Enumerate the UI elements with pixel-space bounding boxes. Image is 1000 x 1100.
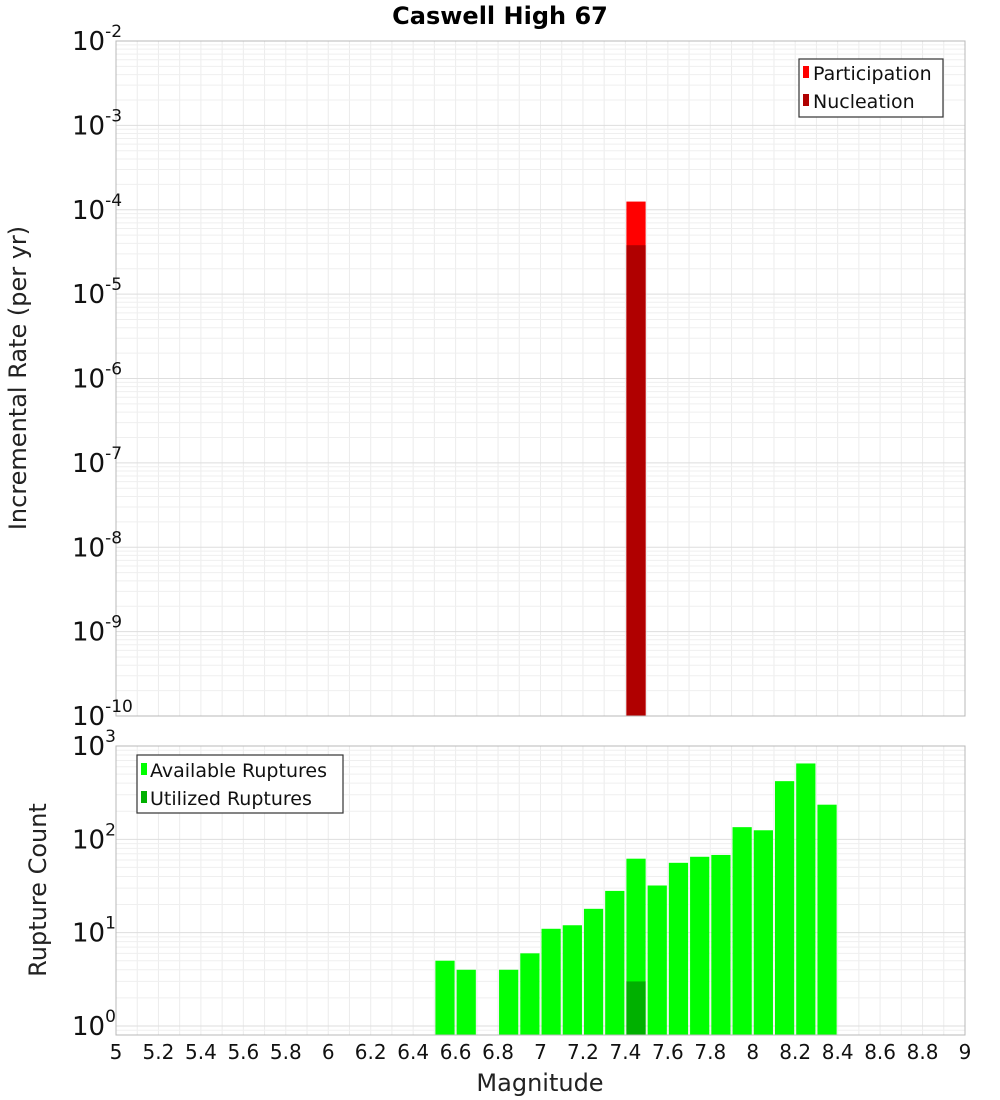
available-ruptures-bar bbox=[499, 969, 519, 1035]
x-tick-label: 6.6 bbox=[440, 1040, 472, 1064]
legend-swatch-available bbox=[141, 763, 147, 775]
x-tick-label: 9 bbox=[959, 1040, 972, 1064]
x-tick-label: 6 bbox=[322, 1040, 335, 1064]
available-ruptures-bar bbox=[753, 830, 773, 1035]
available-ruptures-bar bbox=[562, 925, 582, 1035]
available-ruptures-bar bbox=[774, 781, 795, 1035]
y-tick-label: 10-6 bbox=[72, 360, 122, 395]
x-tick-label: 7 bbox=[534, 1040, 547, 1064]
x-tick-label: 7.4 bbox=[609, 1040, 641, 1064]
count-legend-box bbox=[136, 754, 344, 814]
y-tick-label: 10-9 bbox=[72, 613, 122, 648]
available-ruptures-bar bbox=[583, 908, 604, 1035]
x-tick-label: 6.8 bbox=[482, 1040, 514, 1064]
rate-bars bbox=[626, 201, 646, 717]
rate-y-axis-label: Incremental Rate (per yr) bbox=[4, 226, 32, 530]
x-tick-label: 7.6 bbox=[652, 1040, 684, 1064]
x-tick-label: 8.4 bbox=[822, 1040, 854, 1064]
x-tick-label: 5.4 bbox=[185, 1040, 217, 1064]
available-ruptures-bar bbox=[435, 960, 455, 1035]
x-ticks: 5 5.2 5.4 5.6 5.8 6 6.2 6.4 6.6 6.8 7 7.2 7.4 7.6 7.8 8… bbox=[110, 1040, 972, 1064]
legend-swatch-utilized bbox=[141, 791, 147, 803]
available-ruptures-bar bbox=[520, 953, 540, 1035]
legend-label-utilized: Utilized Ruptures bbox=[150, 788, 312, 810]
x-tick-label: 5.2 bbox=[143, 1040, 175, 1064]
count-y-axis-label: Rupture Count bbox=[24, 803, 52, 977]
y-tick-label: 103 bbox=[72, 727, 116, 762]
y-tick-label: 102 bbox=[72, 820, 116, 855]
count-y-ticks: 103 102 101 100 bbox=[72, 727, 116, 1042]
available-ruptures-bar bbox=[668, 862, 689, 1035]
x-tick-label: 5 bbox=[110, 1040, 123, 1064]
rate-grid bbox=[115, 40, 966, 717]
x-tick-label: 6.4 bbox=[397, 1040, 429, 1064]
legend-label-available: Available Ruptures bbox=[150, 760, 327, 782]
y-tick-label: 101 bbox=[72, 914, 116, 949]
available-ruptures-bar bbox=[711, 854, 731, 1035]
count-plot-frame bbox=[115, 745, 966, 1036]
legend-swatch-nucleation bbox=[803, 94, 809, 106]
nucleation-bar bbox=[626, 245, 646, 717]
x-tick-label: 7.8 bbox=[694, 1040, 726, 1064]
x-tick-label: 8 bbox=[746, 1040, 759, 1064]
x-tick-label: 5.8 bbox=[270, 1040, 302, 1064]
chart-title: Caswell High 67 bbox=[392, 2, 608, 30]
x-tick-label: 8.6 bbox=[864, 1040, 896, 1064]
x-tick-label: 6.2 bbox=[355, 1040, 387, 1064]
available-ruptures-bar bbox=[456, 969, 476, 1035]
count-bars bbox=[435, 763, 837, 1035]
available-ruptures-bar bbox=[796, 763, 816, 1035]
x-tick-label: 7.2 bbox=[567, 1040, 599, 1064]
y-tick-label: 10-3 bbox=[72, 106, 122, 141]
available-ruptures-bar bbox=[732, 827, 752, 1035]
rate-y-ticks: 10-2 10-3 10-4 10-5 10-6 10-7 10-8 10-9 10-10 bbox=[72, 22, 133, 732]
rate-plot-frame bbox=[115, 40, 966, 717]
rate-legend: Participation Nucleation bbox=[798, 58, 944, 118]
legend-label-participation: Participation bbox=[813, 63, 932, 85]
count-legend: Available Ruptures Utilized Ruptures bbox=[136, 754, 344, 814]
utilized-ruptures-bar bbox=[626, 981, 646, 1035]
y-tick-label: 10-4 bbox=[72, 191, 122, 226]
rate-legend-box bbox=[798, 58, 944, 118]
x-tick-label: 8.8 bbox=[907, 1040, 939, 1064]
legend-label-nucleation: Nucleation bbox=[813, 91, 915, 113]
available-ruptures-bar bbox=[690, 856, 710, 1035]
y-tick-label: 10-7 bbox=[72, 444, 122, 479]
x-tick-label: 8.2 bbox=[779, 1040, 811, 1064]
y-tick-label: 10-8 bbox=[72, 528, 122, 563]
available-ruptures-bar bbox=[605, 890, 625, 1035]
available-ruptures-bar bbox=[541, 928, 561, 1035]
y-tick-label: 10-10 bbox=[72, 697, 133, 732]
x-axis-label: Magnitude bbox=[476, 1069, 603, 1097]
y-tick-label: 10-2 bbox=[72, 22, 122, 57]
y-tick-label: 100 bbox=[72, 1007, 116, 1042]
y-tick-label: 10-5 bbox=[72, 275, 122, 310]
legend-swatch-participation bbox=[803, 66, 809, 78]
available-ruptures-bar bbox=[647, 885, 667, 1035]
x-tick-label: 5.6 bbox=[227, 1040, 259, 1064]
available-ruptures-bar bbox=[817, 804, 837, 1035]
